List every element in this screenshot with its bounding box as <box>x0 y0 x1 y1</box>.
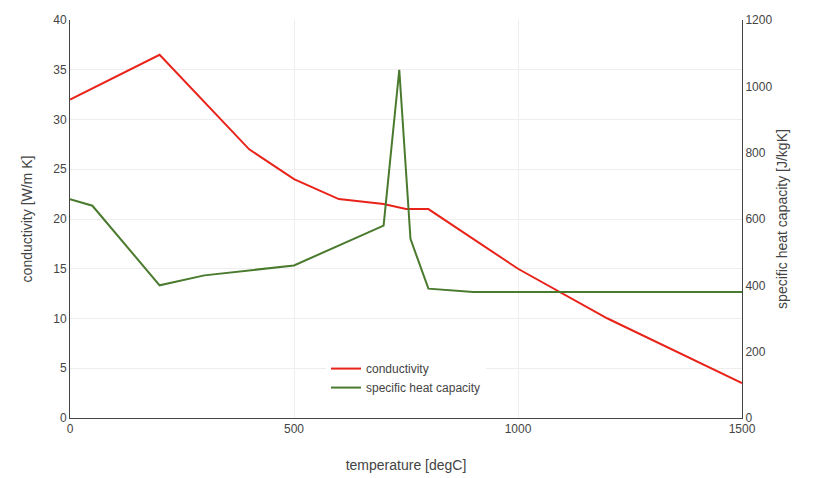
svg-text:1200: 1200 <box>745 13 772 27</box>
svg-text:0: 0 <box>60 411 67 425</box>
svg-text:1000: 1000 <box>745 80 772 94</box>
svg-text:temperature [degC]: temperature [degC] <box>346 457 467 473</box>
svg-text:40: 40 <box>53 13 67 27</box>
svg-text:1500: 1500 <box>729 422 756 436</box>
svg-text:conductivity: conductivity <box>366 362 429 376</box>
svg-text:600: 600 <box>745 212 765 226</box>
svg-text:5: 5 <box>60 361 67 375</box>
svg-text:30: 30 <box>53 113 67 127</box>
svg-text:10: 10 <box>53 312 67 326</box>
svg-text:15: 15 <box>53 262 67 276</box>
svg-text:20: 20 <box>53 212 67 226</box>
svg-text:800: 800 <box>745 146 765 160</box>
svg-text:specific heat capacity: specific heat capacity <box>366 381 480 395</box>
svg-text:200: 200 <box>745 345 765 359</box>
svg-text:specific heat capacity [J/kgK]: specific heat capacity [J/kgK] <box>774 129 790 309</box>
svg-text:500: 500 <box>284 422 304 436</box>
svg-text:conductivity [W/m K]: conductivity [W/m K] <box>19 156 35 283</box>
svg-text:25: 25 <box>53 162 67 176</box>
svg-text:400: 400 <box>745 279 765 293</box>
svg-text:1000: 1000 <box>505 422 532 436</box>
svg-text:35: 35 <box>53 63 67 77</box>
svg-text:0: 0 <box>745 411 752 425</box>
svg-text:0: 0 <box>67 422 74 436</box>
